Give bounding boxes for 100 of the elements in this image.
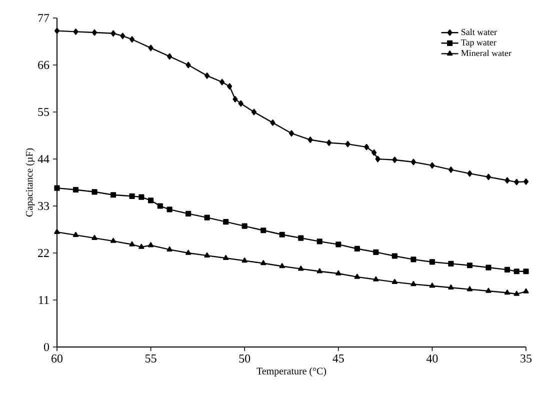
point [92,234,98,240]
point [54,28,60,34]
point [336,242,342,248]
point [279,232,285,238]
point [429,282,436,288]
point [223,219,229,225]
point [222,254,229,260]
point [138,244,144,249]
y-tick-label: 11 [39,296,49,304]
point [242,258,248,263]
point [514,268,520,274]
point [466,262,473,268]
point [54,228,60,234]
point [514,178,520,186]
point [373,249,379,255]
point [486,288,492,293]
point [410,256,416,262]
x-tick-label: 55 [146,354,156,362]
point [298,266,304,271]
point [129,36,135,43]
point [148,44,154,52]
point [354,274,360,279]
point [486,174,492,180]
legend-label: Mineral water [461,50,512,56]
x-tick-label: 60 [52,354,63,363]
point [251,108,257,116]
point [523,268,529,274]
point [110,30,116,37]
point [129,241,135,246]
point [148,242,154,248]
point [392,253,398,259]
point [260,228,266,234]
point [138,194,144,200]
point [148,198,154,204]
point [204,214,210,220]
point [345,140,350,148]
point [270,119,276,126]
point [260,260,266,266]
point [504,290,510,295]
point [129,193,135,199]
x-tick-label: 45 [332,354,344,362]
point [242,223,248,229]
point [429,259,435,265]
y-tick-label: 22 [38,249,49,257]
point [204,252,210,258]
point [410,281,416,286]
y-axis-title: Capacitance (µF) [26,148,35,217]
y-tick-label: 77 [38,14,50,22]
point [430,162,435,169]
point [364,144,370,150]
point [185,250,192,255]
point [204,72,210,79]
point [523,178,529,185]
point [336,270,342,276]
point [288,130,294,137]
point [72,232,79,237]
point [238,100,244,107]
point [279,263,285,268]
point [73,28,78,35]
point [523,288,529,294]
point [392,156,398,164]
y-tick-label: 33 [38,202,50,210]
point [486,264,492,270]
point [373,276,379,282]
point [372,149,377,156]
point [298,235,304,241]
x-axis-title: Temperature (°C) [256,367,326,376]
y-tick-label: 44 [38,155,50,163]
point [467,170,472,177]
point [410,158,416,166]
point [120,32,126,40]
point [392,278,398,284]
x-tick-label: 50 [239,354,250,363]
point [92,29,98,36]
point [54,185,60,191]
point [448,284,454,290]
point [92,189,98,195]
point [110,192,116,198]
legend-label: Salt water [461,28,497,36]
point [166,246,172,252]
point [504,266,510,272]
point [110,238,116,243]
point [504,177,510,184]
point [354,246,360,252]
point [316,268,322,274]
point [186,62,191,68]
point [466,286,473,292]
point [72,186,79,193]
point [448,166,454,173]
legend-label: Tap water [461,39,496,48]
point [167,53,172,60]
point [326,140,332,146]
y-tick-label: 66 [38,60,50,70]
x-tick-label: 35 [520,354,532,363]
point [166,206,172,212]
point [448,260,454,266]
point [227,83,232,90]
point [375,156,380,162]
x-tick-label: 40 [426,354,438,363]
y-tick-label: 55 [38,108,50,116]
